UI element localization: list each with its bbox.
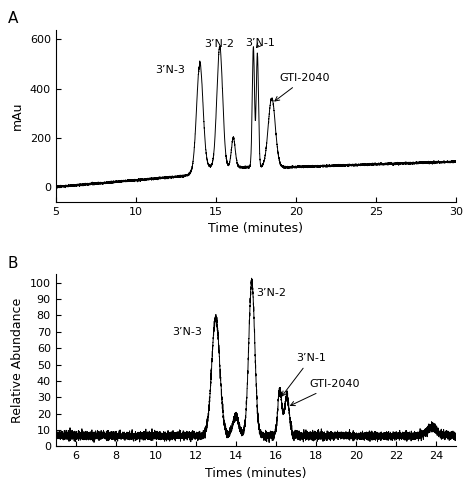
X-axis label: Time (minutes): Time (minutes) [208, 222, 303, 235]
Text: A: A [8, 11, 18, 26]
Y-axis label: Relative Abundance: Relative Abundance [11, 298, 24, 423]
Text: B: B [8, 256, 18, 271]
Text: GTI-2040: GTI-2040 [291, 380, 360, 406]
Y-axis label: mAu: mAu [11, 101, 24, 130]
Text: 3’N-1: 3’N-1 [282, 353, 326, 396]
Text: 3’N-2: 3’N-2 [205, 39, 235, 49]
Text: 3’N-1: 3’N-1 [246, 38, 275, 48]
Text: 3’N-2: 3’N-2 [256, 288, 286, 298]
Text: 3’N-3: 3’N-3 [172, 327, 201, 337]
X-axis label: Times (minutes): Times (minutes) [205, 467, 307, 480]
Text: GTI-2040: GTI-2040 [275, 73, 330, 101]
Text: 3’N-3: 3’N-3 [155, 65, 185, 75]
